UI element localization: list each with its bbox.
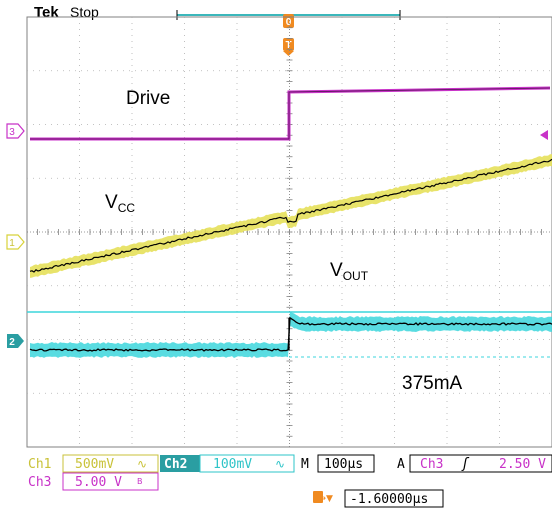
ch1-ground-marker[interactable]: 1 [7,235,24,249]
waveform-traces [27,88,552,358]
svg-text:2.50 V: 2.50 V [499,457,546,472]
svg-text:Ch2: Ch2 [164,457,187,472]
drive-label: Drive [126,88,170,109]
svg-text:100µs: 100µs [324,457,363,472]
svg-text:Ch3: Ch3 [28,475,51,490]
trigger-offset-readout[interactable]: T→▼ -1.60000µs [312,490,443,507]
vcc-label: VCC [105,192,135,215]
svg-text:1: 1 [9,238,15,249]
svg-text:3: 3 [9,127,15,138]
svg-text:2: 2 [9,337,15,348]
ch2-readout[interactable]: Ch2 100mV ∿ [160,455,294,472]
ch1-readout[interactable]: Ch1 500mV ∿ [28,455,158,472]
brand-logo: Tek [34,4,59,21]
ch3-ground-marker[interactable]: 3 [7,124,24,138]
svg-text:100mV: 100mV [213,457,252,472]
svg-text:B: B [137,477,143,486]
vout-label: VOUT [330,260,369,283]
svg-text:A: A [397,457,405,472]
svg-text:500mV: 500mV [75,457,114,472]
trigger-level-marker[interactable] [540,130,548,140]
ch2-ground-marker[interactable]: 2 [7,334,24,348]
trigger-position-marker[interactable]: 0 T [283,14,294,56]
svg-text:5.00 V: 5.00 V [75,475,122,490]
svg-text:-1.60000µs: -1.60000µs [350,492,428,507]
svg-text:Ch3: Ch3 [420,457,443,472]
svg-text:Ch1: Ch1 [28,457,51,472]
svg-text:M: M [301,457,309,472]
trigger-readout[interactable]: A Ch3 ʃ 2.50 V [397,455,552,472]
svg-text:ʃ: ʃ [461,456,470,472]
run-state-label: Stop [70,4,99,20]
timebase-readout[interactable]: M 100µs [301,455,374,472]
svg-text:∿: ∿ [275,457,285,471]
current-label: 375mA [402,373,463,394]
ch3-readout[interactable]: Ch3 5.00 V B [28,473,158,490]
trigger-offset-icon: T→▼ [312,494,333,504]
svg-text:0: 0 [286,17,292,28]
svg-text:∿: ∿ [137,457,147,471]
graticule [27,17,552,447]
